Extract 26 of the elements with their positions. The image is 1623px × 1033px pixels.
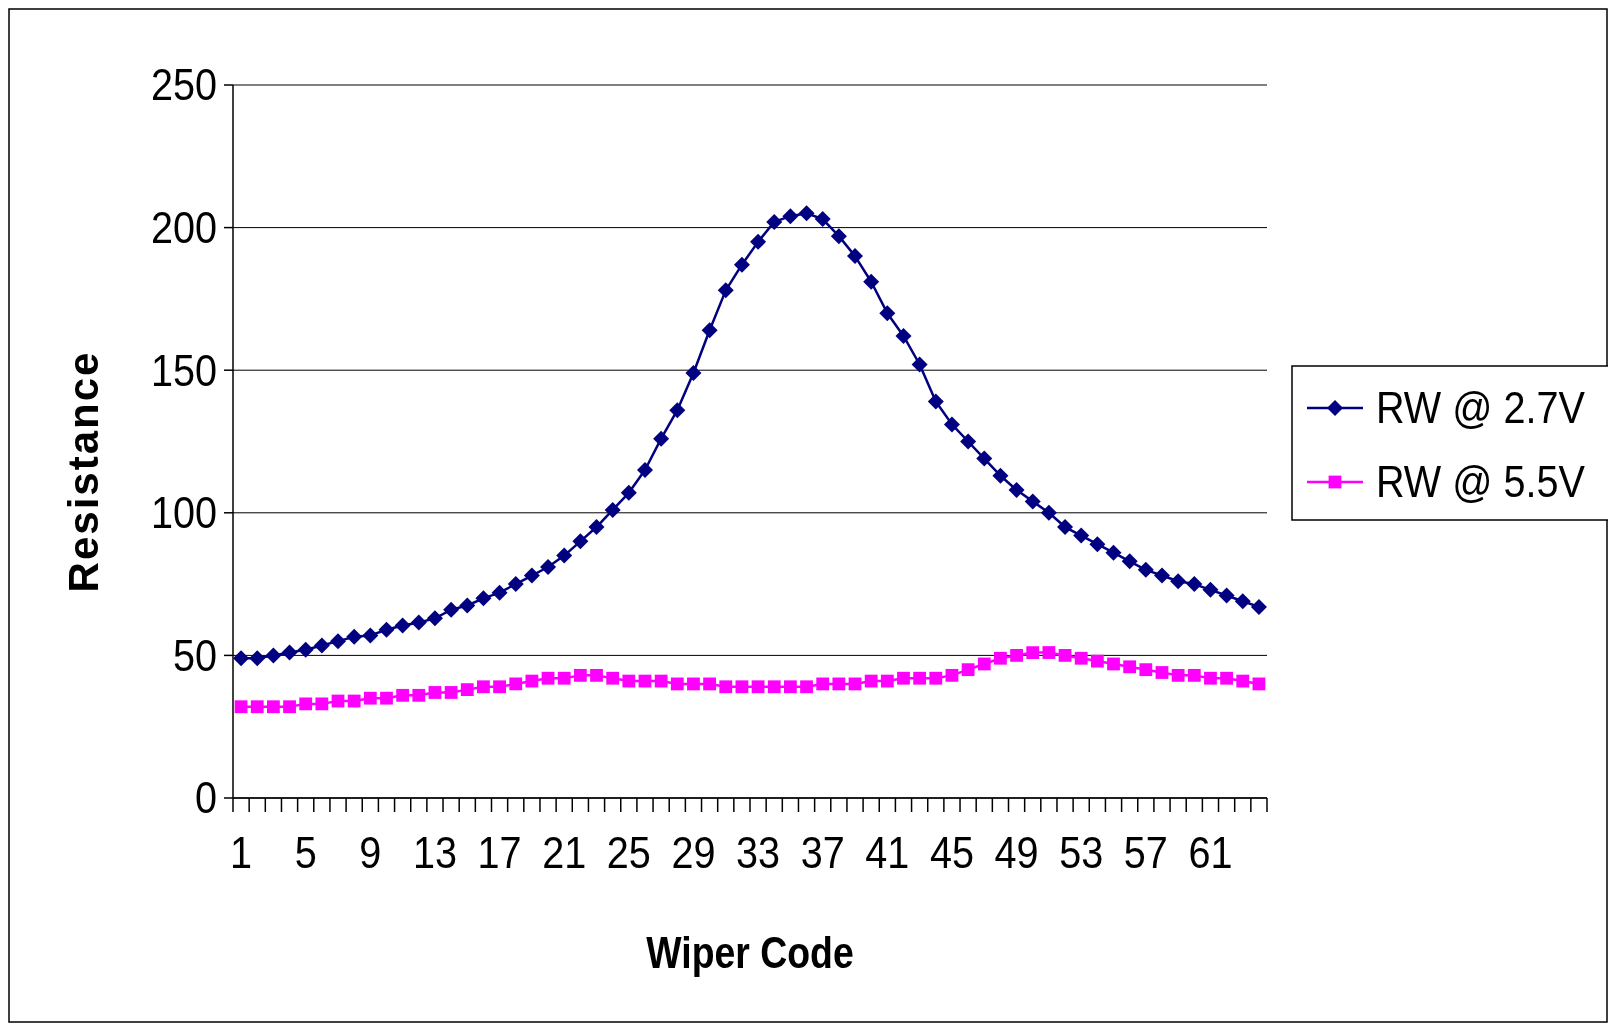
y-tick-label: 100 [150, 488, 217, 538]
x-tick-label: 61 [1188, 828, 1233, 878]
x-tick-label: 49 [994, 828, 1039, 878]
x-tick-label: 9 [359, 828, 382, 878]
y-tick-label: 200 [150, 203, 217, 253]
y-tick-label: 150 [150, 345, 217, 396]
x-tick-label: 17 [477, 828, 522, 878]
x-tick-label: 57 [1123, 828, 1168, 878]
legend-label: RW @ 5.5V [1376, 457, 1585, 507]
x-tick-label: 5 [294, 828, 317, 878]
x-tick-label: 33 [736, 828, 781, 878]
x-tick-label: 13 [412, 828, 457, 878]
x-tick-label: 25 [606, 828, 651, 878]
x-tick-label: 53 [1059, 828, 1104, 878]
x-tick-label: 41 [865, 828, 910, 878]
y-tick-label: 250 [150, 60, 217, 110]
y-axis-title: Resistance [60, 350, 107, 593]
x-axis-title: Wiper Code [646, 928, 854, 978]
y-tick-label: 0 [194, 773, 217, 823]
x-tick-label: 45 [929, 828, 974, 878]
x-tick-label: 21 [542, 828, 587, 878]
y-tick-label: 50 [172, 630, 217, 681]
x-tick-label: 37 [800, 828, 845, 878]
x-tick-label: 29 [671, 828, 716, 878]
legend-label: RW @ 2.7V [1376, 383, 1585, 433]
x-tick-label: 1 [230, 828, 253, 878]
